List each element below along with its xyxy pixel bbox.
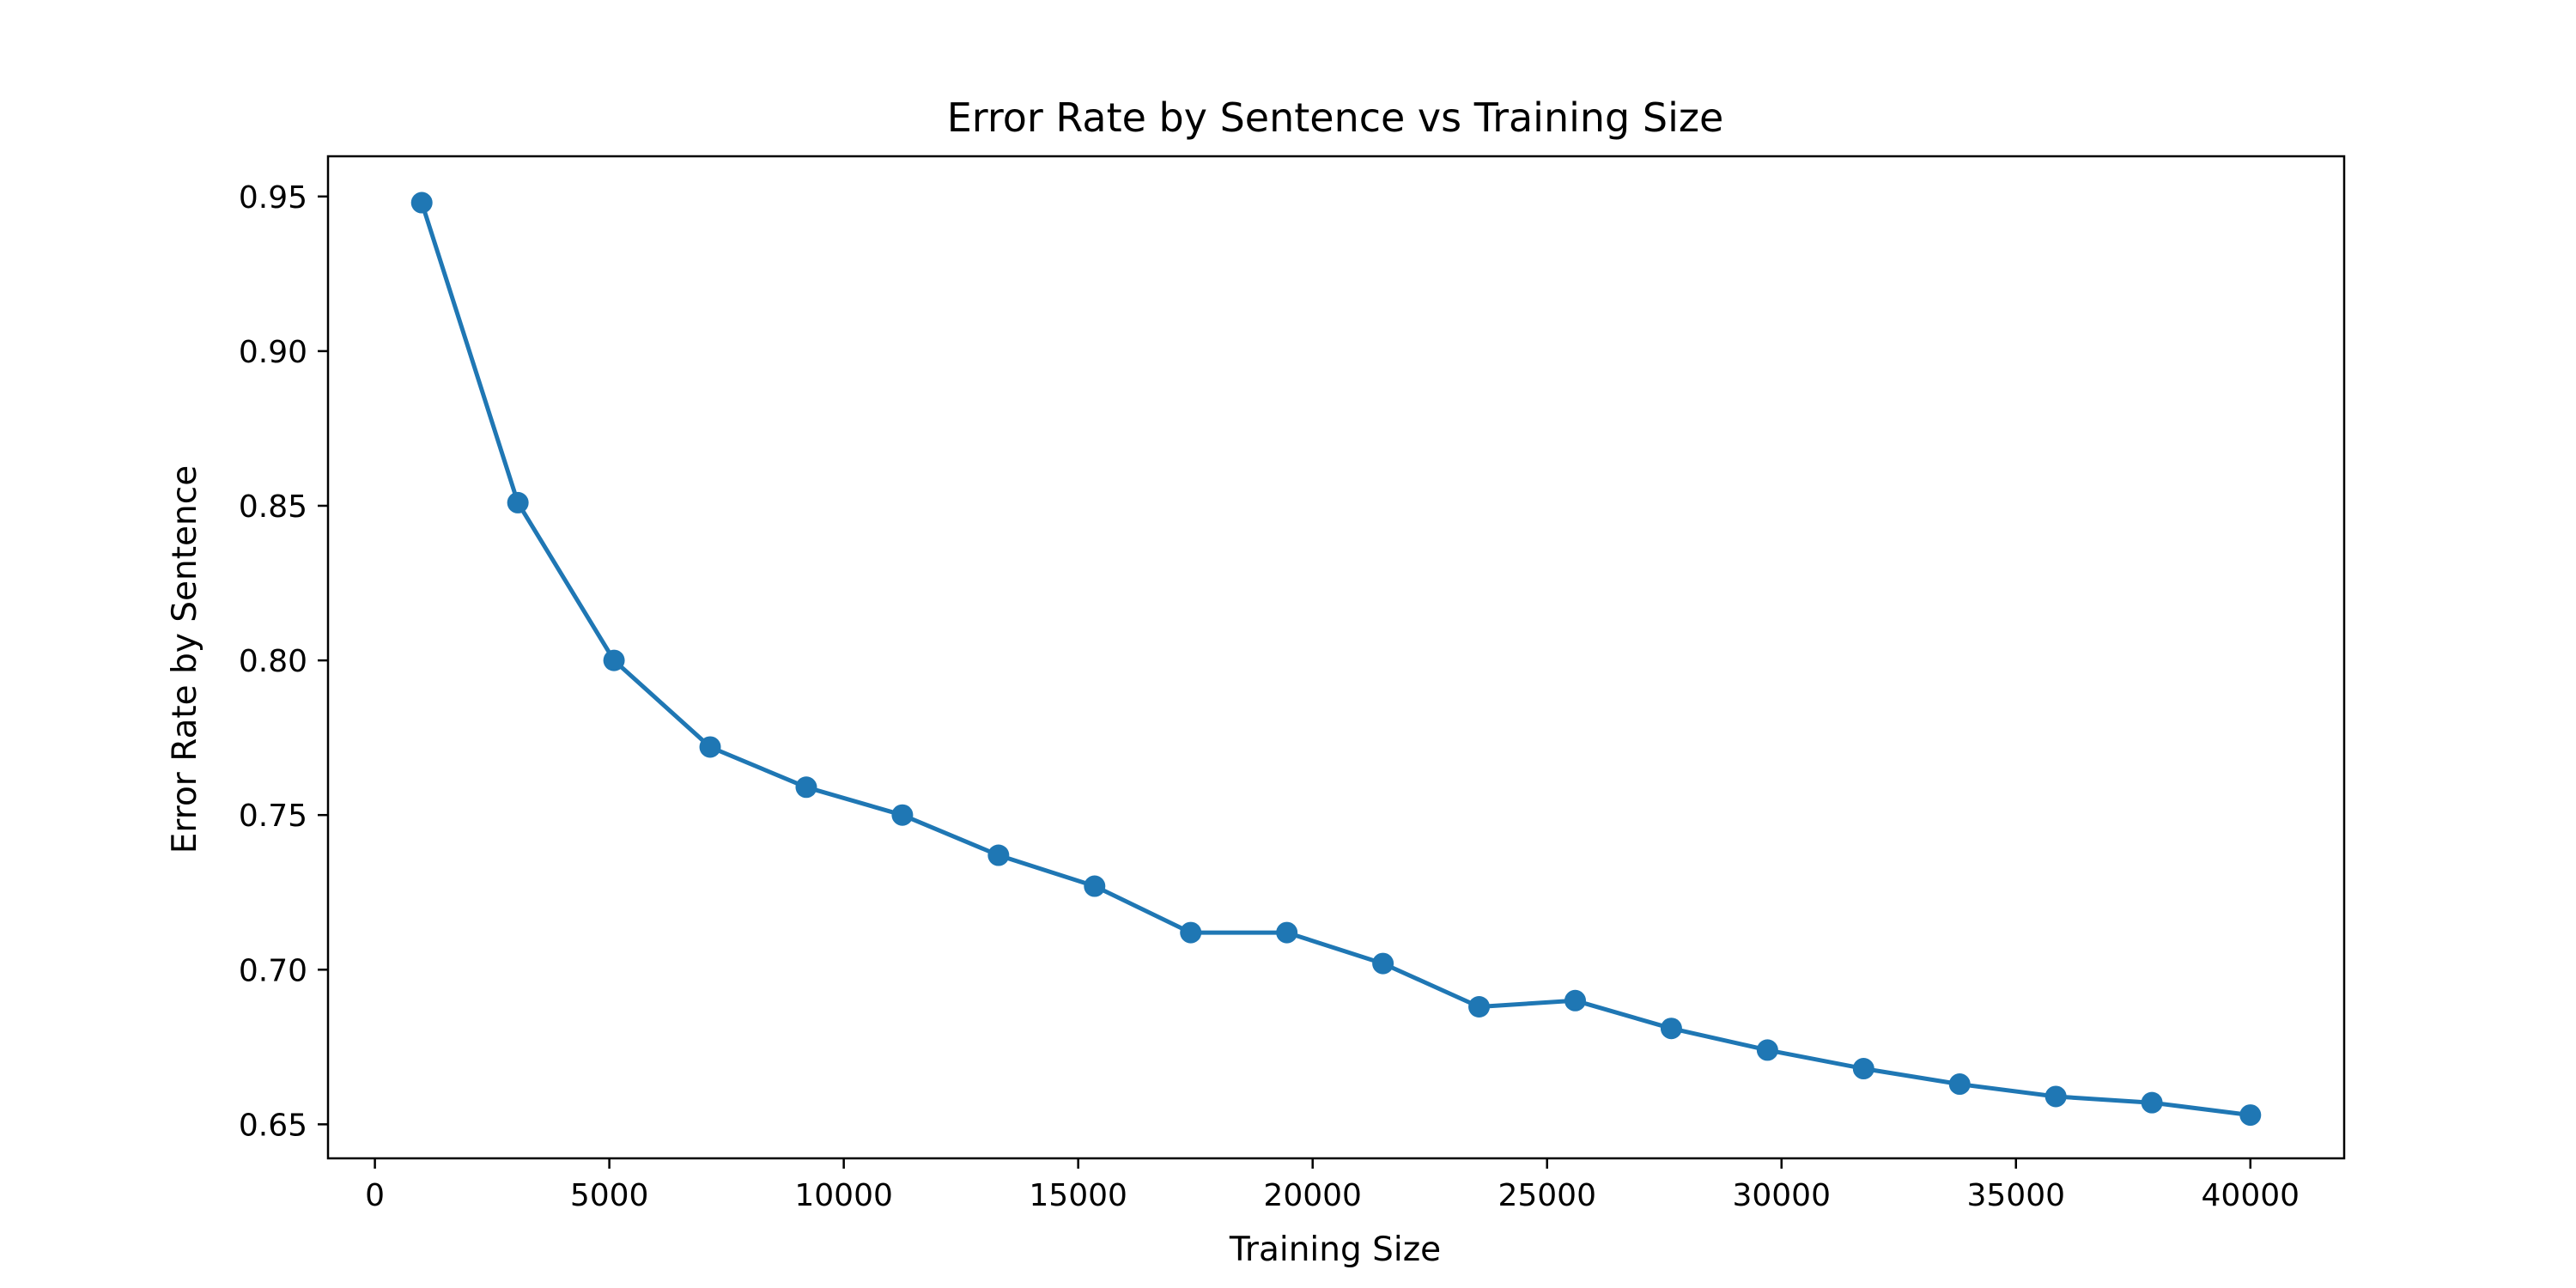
data-point [410, 191, 433, 214]
data-point [699, 736, 721, 758]
data-point [1852, 1058, 1874, 1080]
y-tick-label: 0.75 [239, 799, 307, 834]
y-axis: 0.65 0.70 0.75 0.80 0.85 0.90 0.95 [239, 180, 328, 1143]
data-point [1276, 921, 1298, 944]
x-tick-label: 20000 [1263, 1178, 1362, 1213]
x-tick-label: 30000 [1732, 1178, 1831, 1213]
data-point [987, 844, 1010, 866]
data-point [1948, 1073, 1971, 1096]
data-point [2141, 1091, 2163, 1114]
data-point [1468, 996, 1491, 1018]
series-line [419, 200, 2253, 1118]
x-axis-title: Training Size [1229, 1230, 1441, 1269]
y-tick-label: 0.80 [239, 644, 307, 679]
data-point [1564, 989, 1586, 1012]
x-axis: 0 5000 10000 15000 20000 25000 30000 35000 40000 [365, 1158, 2300, 1213]
data-point [1180, 921, 1202, 944]
data-point [603, 649, 625, 671]
x-tick-label: 0 [365, 1178, 385, 1213]
x-tick-label: 5000 [570, 1178, 649, 1213]
y-tick-label: 0.70 [239, 953, 307, 988]
y-tick-label: 0.90 [239, 335, 307, 370]
x-tick-label: 40000 [2202, 1178, 2300, 1213]
x-tick-label: 35000 [1967, 1178, 2066, 1213]
data-point [1372, 952, 1394, 975]
data-point [2044, 1085, 2067, 1108]
plot-frame [326, 155, 2346, 1160]
data-point [1660, 1018, 1682, 1040]
chart-title: Error Rate by Sentence vs Training Size [947, 94, 1724, 141]
data-point [1084, 875, 1106, 897]
x-tick-label: 25000 [1498, 1178, 1596, 1213]
y-axis-title: Error Rate by Sentence [166, 465, 204, 854]
data-point [507, 491, 529, 513]
data-point [795, 776, 817, 799]
data-point [1756, 1039, 1778, 1061]
x-tick-label: 15000 [1029, 1178, 1127, 1213]
data-point [891, 804, 914, 826]
y-tick-label: 0.95 [239, 180, 307, 216]
y-tick-label: 0.85 [239, 489, 307, 525]
data-point [2239, 1104, 2262, 1127]
plot-area [326, 155, 2346, 1160]
x-tick-label: 10000 [794, 1178, 893, 1213]
y-tick-label: 0.65 [239, 1108, 307, 1143]
